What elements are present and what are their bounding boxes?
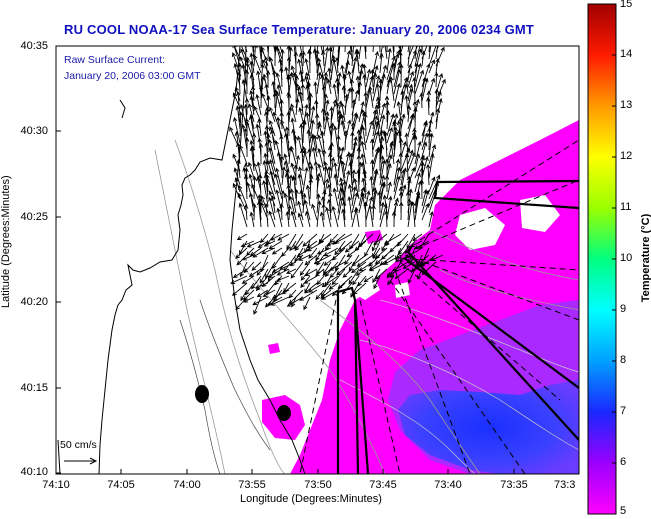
coastline bbox=[57, 46, 306, 474]
surface-current-vectors bbox=[229, 46, 446, 315]
xtick-label: 73:3 bbox=[554, 479, 576, 491]
xtick-label: 73:35 bbox=[500, 479, 528, 491]
colorbar-tick-label: 15 bbox=[620, 0, 633, 10]
xtick-label: 73:55 bbox=[238, 479, 266, 491]
station-marker-1 bbox=[195, 385, 209, 403]
colorbar-tick-label: 8 bbox=[620, 354, 627, 366]
ytick-label: 40:20 bbox=[20, 296, 48, 308]
colorbar-tick-label: 7 bbox=[620, 405, 627, 417]
current-timestamp: January 20, 2006 03:00 GMT bbox=[64, 70, 201, 82]
xtick-label: 74:00 bbox=[173, 479, 201, 491]
colorbar-label: Temperature (°C) bbox=[640, 213, 651, 303]
xtick-label: 73:40 bbox=[434, 479, 462, 491]
colorbar-tick-label: 9 bbox=[620, 303, 627, 315]
axis-ticks bbox=[55, 45, 580, 474]
sst-cold-water bbox=[398, 380, 579, 474]
colorbar-tick-label: 12 bbox=[620, 150, 633, 162]
colorbar-tick-label: 5 bbox=[620, 505, 627, 517]
colorbar-ticks bbox=[612, 54, 616, 464]
xtick-label: 74:10 bbox=[42, 479, 70, 491]
scale-arrow bbox=[64, 457, 98, 465]
xtick-label: 73:50 bbox=[304, 479, 332, 491]
colorbar-tick-label: 13 bbox=[620, 99, 633, 111]
radar-coverage-boxes bbox=[336, 179, 579, 474]
colorbar-tick-label: 10 bbox=[620, 252, 633, 264]
ytick-label: 40:30 bbox=[20, 125, 48, 137]
ytick-label: 40:15 bbox=[20, 382, 48, 394]
map-title: RU COOL NOAA-17 Sea Surface Temperature:… bbox=[64, 22, 535, 37]
xtick-label: 73:45 bbox=[369, 479, 397, 491]
ytick-label: 40:35 bbox=[20, 40, 48, 52]
current-vector-arrows bbox=[229, 46, 446, 315]
y-axis-label: Latitude (Degrees:Minutes) bbox=[0, 175, 12, 308]
xtick-label: 74:05 bbox=[107, 479, 135, 491]
scale-arrow-label: 50 cm/s bbox=[60, 439, 97, 451]
station-marker-2 bbox=[277, 405, 291, 421]
colorbar bbox=[587, 3, 617, 515]
current-label: Raw Surface Current: bbox=[64, 54, 165, 66]
x-axis-label: Longitude (Degrees:Minutes) bbox=[240, 493, 382, 505]
ytick-label: 40:10 bbox=[20, 466, 48, 478]
map-plot-area bbox=[56, 46, 579, 474]
colorbar-tick-label: 11 bbox=[620, 201, 632, 213]
ytick-label: 40:25 bbox=[20, 211, 48, 223]
colorbar-tick-label: 6 bbox=[620, 456, 627, 468]
colorbar-tick-label: 14 bbox=[620, 48, 633, 60]
